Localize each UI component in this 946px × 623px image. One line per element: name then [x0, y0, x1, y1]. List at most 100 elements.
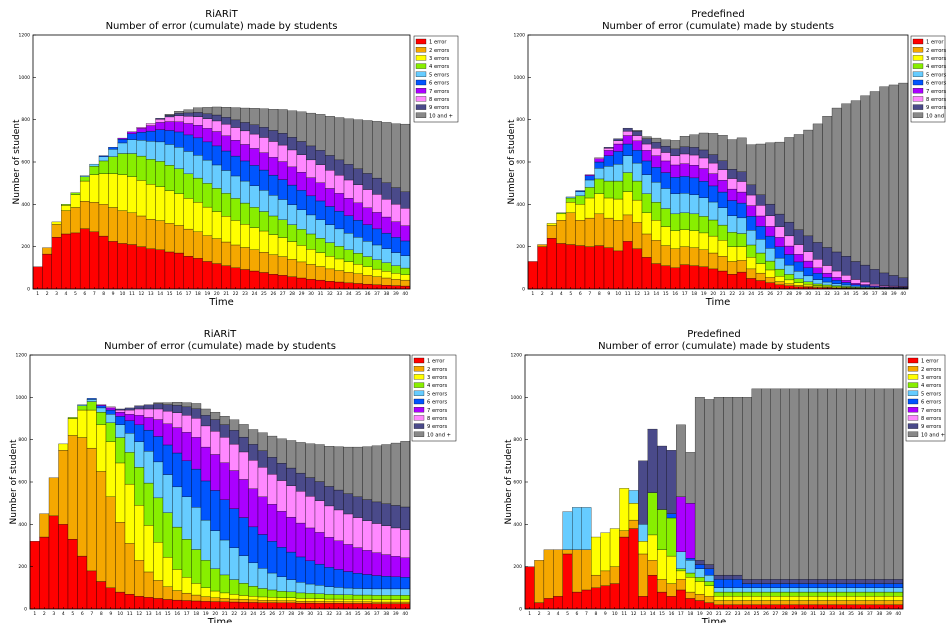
legend-label: 10 and + — [921, 432, 945, 438]
bar-segment — [362, 275, 373, 285]
x-tick-label: 21 — [720, 291, 726, 297]
bar-segment — [164, 223, 175, 253]
bar-segment — [305, 593, 316, 599]
bar-segment — [211, 106, 222, 116]
bar-segment — [572, 549, 582, 593]
x-tick-label: 22 — [729, 291, 735, 297]
bar-segment — [136, 215, 147, 247]
bar-segment — [632, 222, 643, 249]
x-tick-label: 18 — [691, 291, 697, 297]
y-tick-label: 0 — [519, 607, 522, 613]
bar-segment — [651, 167, 662, 183]
x-tick-label: 13 — [644, 291, 650, 297]
bar-segment — [61, 205, 71, 211]
bar-segment — [713, 574, 724, 580]
bar-segment — [381, 595, 392, 600]
bar-segment — [755, 205, 766, 217]
bar-segment — [202, 206, 213, 236]
bar-segment — [240, 160, 250, 182]
bar-segment — [869, 91, 880, 270]
bar-segment — [143, 408, 154, 418]
bar-segment — [609, 528, 620, 567]
bar-segment — [774, 281, 785, 285]
bar-segment — [381, 262, 392, 272]
bar-segment — [324, 601, 335, 604]
bar-segment — [717, 224, 728, 241]
bar-segment — [333, 569, 344, 588]
bar-segment — [865, 591, 875, 597]
bar-segment — [584, 174, 595, 176]
bar-segment — [287, 184, 298, 205]
bar-segment — [155, 122, 166, 130]
bar-segment — [333, 446, 344, 491]
bar-segment — [657, 509, 667, 550]
x-tick-label: 40 — [895, 611, 901, 617]
bar-segment — [584, 246, 595, 290]
bar-segment — [708, 219, 719, 237]
bar-segment — [591, 536, 601, 576]
bar-segment — [888, 275, 899, 287]
bar-segment — [51, 236, 62, 290]
bar-segment — [277, 275, 288, 290]
bar-segment — [295, 592, 306, 599]
legend-swatch — [912, 38, 924, 45]
bar-segment — [143, 571, 154, 598]
bar-segment — [698, 249, 709, 267]
bar-segment — [812, 285, 823, 288]
bar-segment — [584, 179, 595, 188]
x-tick-label: 31 — [317, 611, 323, 617]
legend-swatch — [907, 366, 919, 372]
bar-segment — [400, 557, 411, 578]
bar-segment — [136, 127, 147, 129]
bar-segment — [657, 591, 667, 610]
bar-segment — [888, 84, 899, 276]
bar-segment — [780, 388, 790, 580]
bar-segment — [191, 468, 202, 508]
bar-segment — [770, 587, 781, 593]
bar-segment — [746, 194, 757, 206]
bar-segment — [287, 149, 298, 168]
bar-segment — [352, 573, 363, 589]
bar-segment — [315, 200, 326, 220]
bar-segment — [670, 230, 681, 249]
bar-segment — [755, 252, 766, 264]
bar-segment — [353, 253, 364, 265]
bar-segment — [145, 218, 156, 249]
bar-segment — [238, 451, 249, 480]
bar-segment — [632, 150, 643, 164]
bar-segment — [689, 177, 700, 195]
bar-segment — [774, 141, 785, 215]
bar-segment — [193, 116, 203, 126]
bar-segment — [172, 590, 183, 601]
bar-segment — [371, 523, 382, 553]
bar-segment — [108, 147, 118, 150]
bar-segment — [670, 177, 681, 194]
x-tick-label: 40 — [402, 611, 408, 617]
x-tick-label: 22 — [725, 611, 731, 617]
bar-segment — [390, 595, 401, 600]
bar-segment — [670, 248, 681, 268]
x-tick-label: 2 — [538, 611, 541, 617]
bar-segment — [296, 209, 307, 230]
x-tick-label: 16 — [672, 291, 678, 297]
legend-swatch — [912, 112, 924, 118]
bar-segment — [362, 266, 373, 276]
bar-segment — [372, 212, 382, 230]
bar-segment — [295, 472, 306, 492]
bar-segment — [381, 232, 392, 249]
bar-segment — [136, 140, 147, 157]
bar-segment — [822, 272, 833, 278]
bar-segment — [200, 415, 211, 427]
bar-segment — [846, 591, 856, 597]
bar-segment — [248, 599, 259, 603]
x-tick-label: 22 — [231, 611, 237, 617]
x-tick-label: 32 — [327, 291, 333, 297]
bar-segment — [115, 416, 126, 426]
bar-segment — [89, 174, 100, 203]
bar-segment — [689, 134, 700, 148]
bar-segment — [400, 441, 411, 508]
x-tick-label: 17 — [184, 611, 190, 617]
bar-segment — [353, 202, 364, 221]
legend-swatch — [907, 423, 919, 429]
bar-segment — [812, 273, 823, 280]
